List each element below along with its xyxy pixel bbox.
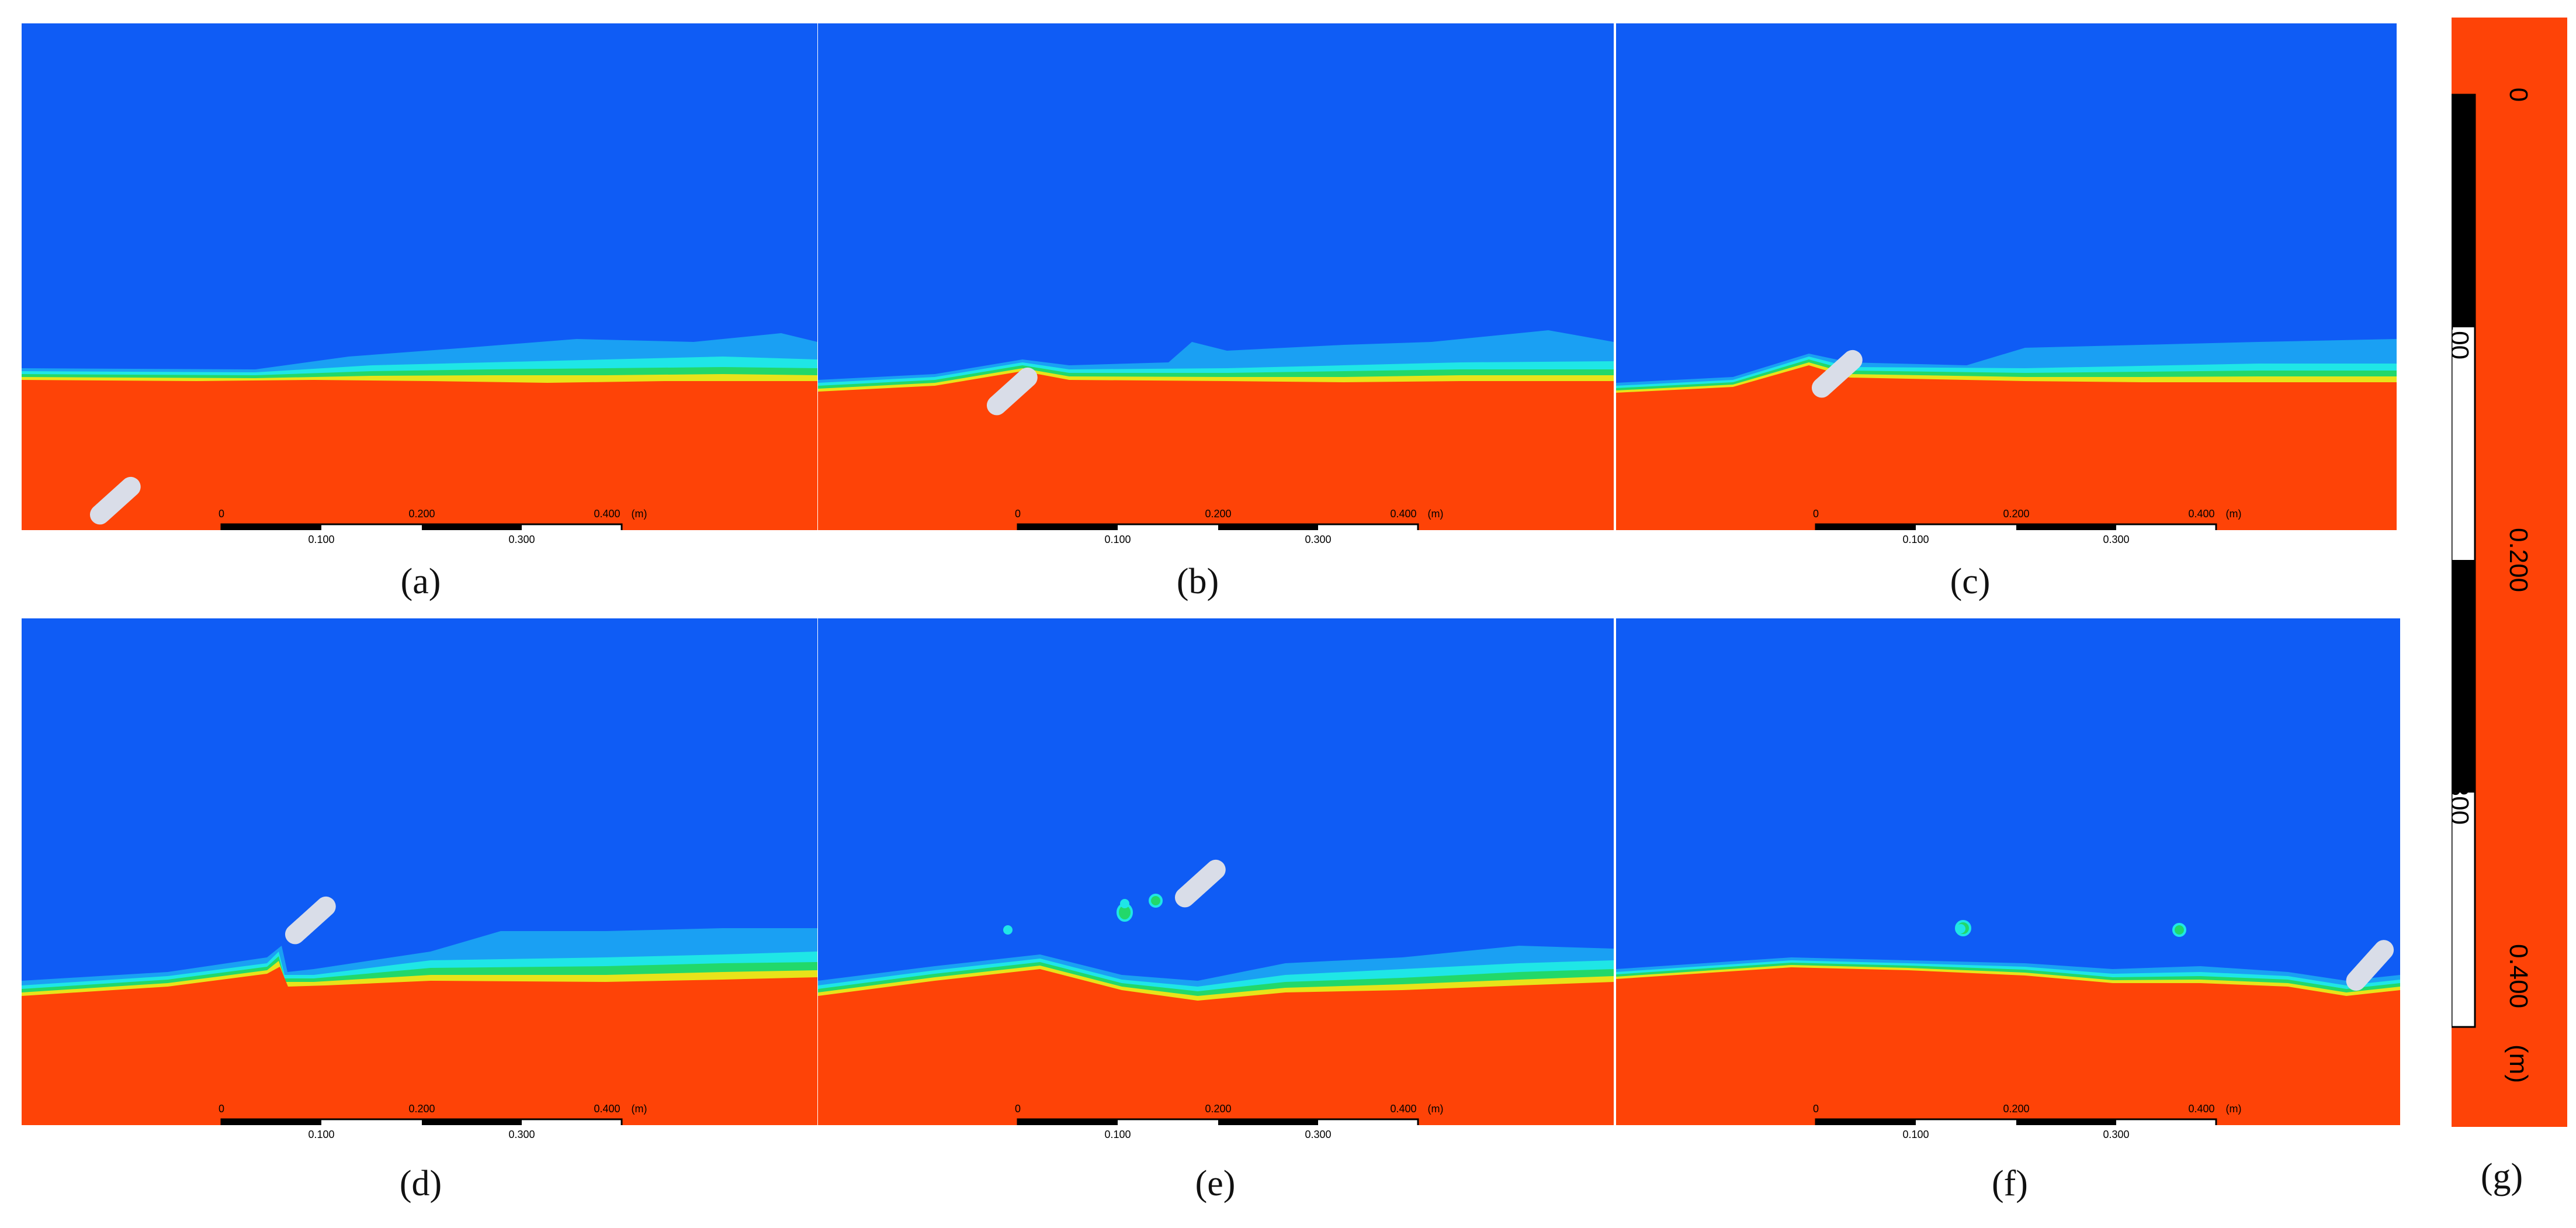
scale-unit: (m) [2226,1103,2242,1115]
scale-tick-0.300: 0.300 [1305,1129,1331,1140]
scale-tick-0.100: 0.100 [1104,1129,1131,1140]
scale-bar: 0 0.200 0.400 (m) [1813,508,2242,530]
panel-a: 0 0.200 0.400 (m) [22,23,817,530]
scale-tick-0.200: 0.200 [1205,1103,1231,1115]
panel-e: 0 0.200 0.400 (m) [818,618,1614,1125]
scale-bar: 0 0.200 0.400 (m) [1813,1103,2242,1125]
wedge-body [89,476,141,525]
scale-tick-0.100: 0.100 [308,1129,334,1140]
scale-tick-0.300: 0.300 [2103,1129,2129,1140]
scale-tick-0.300: 0.300 [508,534,535,545]
water-region [1616,967,2400,1125]
caption-c: (c) [1950,562,1991,601]
scale-tick-0.400: 0.400 [2188,1103,2214,1115]
scale-tick-0.200: 0.200 [408,1103,435,1115]
wedge-body [1174,859,1226,908]
droplet [1956,924,1965,933]
scale-unit: (m) [1428,1103,1444,1115]
caption-b: (b) [1176,562,1219,601]
legend-label-unit: (m) [2504,1044,2533,1083]
panel-c-scale-bottom: 0.100 0.300 [1902,534,2129,545]
droplet [1003,925,1013,935]
panel-d-contour [22,618,817,1125]
scale-unit: (m) [632,1103,647,1115]
panel-e-contour [818,618,1614,1125]
caption-f: (f) [1992,1164,2028,1203]
scale-bar: 0 0.200 0.400 (m) [219,508,647,530]
scale-tick-0.400: 0.400 [1390,508,1416,520]
legend-label-0: 0 [2504,88,2533,102]
panel-d-scale-bottom: 0.100 0.300 [308,1129,535,1140]
caption-a: (a) [400,562,441,601]
scale-bar: 0 0.200 0.400 (m) [219,1103,647,1125]
wedge-body [986,367,1038,416]
panel-c: 0 0.200 0.400 (m) [1616,23,2397,530]
legend-label-0.100: 0.100 [2452,295,2474,359]
scale-tick-0: 0 [1015,1103,1021,1115]
scale-tick-0.400: 0.400 [2188,508,2214,520]
scale-tick-0.300: 0.300 [2103,534,2129,545]
water-region [1616,365,2397,530]
panel-c-contour [1616,23,2397,530]
panel-b-contour [818,23,1614,530]
scale-tick-0: 0 [219,1103,224,1115]
droplet [1120,899,1129,908]
scale-tick-0.200: 0.200 [1205,508,1231,520]
water-region [818,371,1614,530]
scale-tick-0.200: 0.200 [408,508,435,520]
scale-tick-0: 0 [219,508,224,520]
scale-tick-0.200: 0.200 [2003,1103,2029,1115]
scale-tick-0.100: 0.100 [1902,1129,1929,1140]
scale-tick-0.100: 0.100 [1104,534,1131,545]
panel-f-contour [1616,618,2400,1125]
legend-label-0.200: 0.200 [2504,528,2533,592]
scale-bar: 0 0.200 0.400 (m) [1015,1103,1444,1125]
caption-e: (e) [1195,1164,1236,1203]
scale-tick-0: 0 [1813,1103,1819,1115]
scale-tick-0.100: 0.100 [1902,534,1929,545]
scale-tick-0.300: 0.300 [508,1129,535,1140]
caption-d: (d) [399,1164,442,1203]
scale-unit: (m) [1428,508,1444,520]
panel-f: 0 0.200 0.400 (m) [1616,618,2400,1125]
panel-f-scale-bottom: 0.100 0.300 [1902,1129,2129,1140]
legend-panel: 0 0.100 0.200 0.300 0.400 (m) [2445,18,2567,1127]
panel-a-contour [22,23,817,530]
wedge-body [2346,940,2394,991]
scale-tick-0.400: 0.400 [1390,1103,1416,1115]
panel-d: 0 0.200 0.400 (m) [22,618,817,1125]
panel-a-scale-bottom: 0.100 0.300 [308,534,535,545]
legend-label-0.400: 0.400 [2504,944,2533,1008]
scale-tick-0.200: 0.200 [2003,508,2029,520]
panel-b-scale-bottom: 0.100 0.300 [1104,534,1331,545]
water-region [22,380,817,530]
droplet [2172,923,2186,937]
scale-tick-0.100: 0.100 [308,534,334,545]
wedge-body [1811,350,1863,398]
scale-tick-0.400: 0.400 [594,1103,620,1115]
legend-scale: 0 0.100 0.200 0.300 0.400 (m) [2445,18,2567,1127]
caption-g: (g) [2480,1157,2523,1196]
wedge-body [285,896,336,945]
droplet [1149,894,1163,908]
scale-tick-0.300: 0.300 [1305,534,1331,545]
legend-label-0.300: 0.300 [2452,760,2474,825]
scale-unit: (m) [2226,508,2242,520]
panel-b: 0 0.200 0.400 (m) [818,23,1614,530]
scale-unit: (m) [632,508,647,520]
scale-tick-0: 0 [1813,508,1819,520]
scale-tick-0.400: 0.400 [594,508,620,520]
water-region [818,969,1614,1125]
scale-bar: 0 0.200 0.400 (m) [1015,508,1444,530]
panel-e-scale-bottom: 0.100 0.300 [1104,1129,1331,1140]
scale-tick-0: 0 [1015,508,1021,520]
water-region [22,967,817,1125]
